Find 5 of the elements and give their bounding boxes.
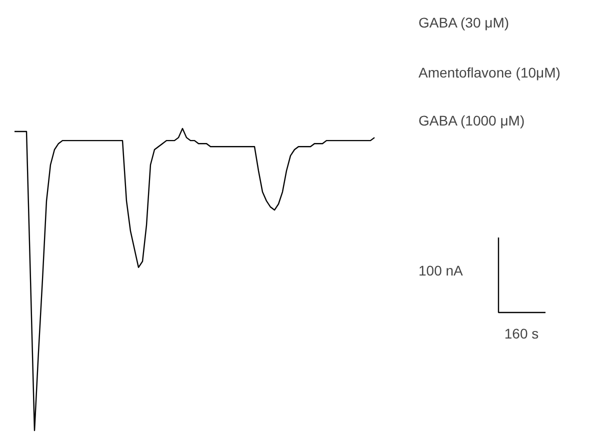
text: 160 s [504, 326, 539, 342]
text: Amentoflavone (10μM) [418, 64, 560, 80]
text: GABA (30 μM) [418, 14, 510, 30]
text: 100 nA [418, 262, 464, 278]
text: GABA (1000 μM) [418, 112, 525, 128]
